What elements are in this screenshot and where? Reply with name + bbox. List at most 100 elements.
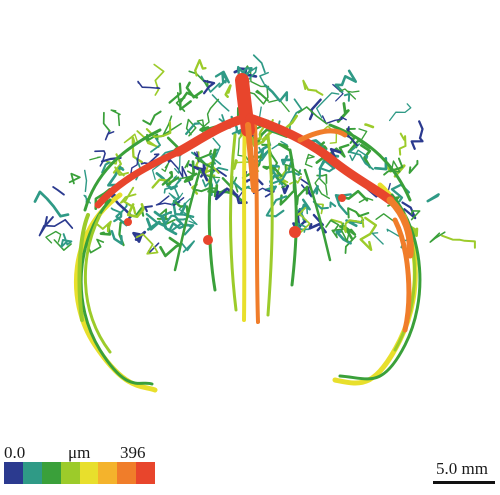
fine-vessel [339, 88, 360, 100]
fine-vessel [123, 133, 139, 144]
fine-vessel [145, 217, 161, 231]
colorbar-swatch [22, 462, 42, 484]
fine-vessel [288, 98, 303, 135]
fine-vessel [202, 79, 216, 95]
fine-vessel [408, 159, 419, 174]
fine-vessel [316, 92, 340, 119]
fine-vessel [331, 228, 344, 239]
fine-vessel [329, 201, 337, 208]
fine-vessel [343, 92, 351, 102]
fine-vessel [53, 239, 72, 251]
fine-vessel [297, 206, 311, 235]
fine-vessel [164, 214, 195, 236]
fine-vessel [297, 106, 328, 125]
fine-vessel [237, 137, 253, 168]
fine-vessel [110, 229, 124, 245]
colorbar-unit-label: μm [68, 443, 91, 462]
fine-vessel [255, 89, 269, 102]
fine-vessel [401, 201, 417, 220]
fine-vessel [272, 169, 302, 185]
vessel-nodule [289, 226, 301, 238]
fine-vessel [45, 230, 62, 244]
fine-vessel [314, 177, 330, 200]
colorbar-swatch [41, 462, 61, 484]
fine-vessel [161, 170, 174, 186]
fine-vessel [119, 186, 137, 204]
fine-vessel [175, 92, 186, 112]
fine-vessel [304, 153, 315, 168]
fine-vessel [185, 122, 201, 136]
colorbar-swatch [117, 462, 137, 484]
fine-vessel [245, 66, 258, 84]
fine-vessel [426, 193, 440, 203]
fine-vessel [358, 128, 368, 140]
fine-vessel [344, 126, 359, 147]
major-vessel [245, 113, 395, 205]
fine-vessel [184, 159, 190, 169]
medium-vessel-network [74, 118, 422, 393]
fine-vessel [199, 149, 213, 160]
vessel-nodule [338, 194, 346, 202]
scale-bar [433, 481, 495, 484]
fine-vessel [196, 119, 209, 132]
fine-vessel [398, 132, 407, 156]
fine-vessel [224, 84, 232, 98]
arc-vessel [392, 217, 412, 333]
fine-vessel [441, 234, 476, 249]
fine-vessel [161, 162, 170, 173]
fine-vessel [143, 205, 153, 213]
fine-vessel [33, 190, 70, 218]
fine-vessel [123, 200, 137, 215]
arc-vessel [83, 213, 112, 354]
vessel-nodule [203, 235, 213, 245]
colorbar-max-label: 396 [120, 443, 146, 462]
fine-vessel [277, 142, 290, 151]
fine-vessel [107, 165, 125, 187]
fine-vessel [193, 165, 209, 182]
descending-vessel [288, 148, 298, 287]
fine-vessel [114, 166, 129, 177]
scale-bar-label: 5.0 mm [436, 459, 488, 478]
fine-vessel [60, 233, 73, 248]
fine-vessel [214, 70, 230, 84]
fine-vessel [83, 169, 88, 193]
descending-vessel [242, 118, 247, 322]
fine-vessel [325, 219, 340, 233]
fine-vessel [137, 80, 161, 90]
fine-vessel [348, 143, 374, 171]
fine-vessel [153, 63, 165, 96]
fine-vessel [94, 220, 112, 233]
fine-vessel [336, 102, 350, 123]
major-vessel [245, 122, 257, 193]
fine-vessel [145, 210, 173, 228]
fine-vessel [203, 161, 216, 177]
arc-vessel [83, 128, 162, 212]
fine-vessel [126, 203, 145, 219]
arc-vessel [77, 213, 90, 322]
descending-vessel [207, 148, 217, 292]
fine-vessel [89, 156, 101, 161]
fine-vessel [364, 123, 375, 129]
fine-vessel [259, 71, 269, 85]
colorbar-swatch [79, 462, 99, 484]
colorbar-swatch [136, 462, 155, 484]
colorbar-swatch [60, 462, 80, 484]
fine-vessel [295, 185, 309, 206]
fine-vessel [183, 160, 198, 183]
fine-vessel [330, 218, 362, 234]
fine-vessel [163, 185, 180, 206]
descending-vessel [173, 168, 202, 272]
fine-vessel [359, 216, 378, 252]
fine-vessel [263, 83, 289, 103]
fine-vessel [135, 206, 145, 217]
fine-vessel [281, 184, 290, 195]
colorbar-min-label: 0.0 [4, 443, 26, 462]
fine-vessel [429, 231, 446, 243]
fine-vessel [318, 159, 336, 171]
fine-vessel [102, 111, 111, 132]
fine-vessel [113, 211, 128, 227]
fine-vessel [265, 195, 288, 218]
fine-vessel [252, 147, 270, 164]
fine-vessel [94, 150, 106, 167]
